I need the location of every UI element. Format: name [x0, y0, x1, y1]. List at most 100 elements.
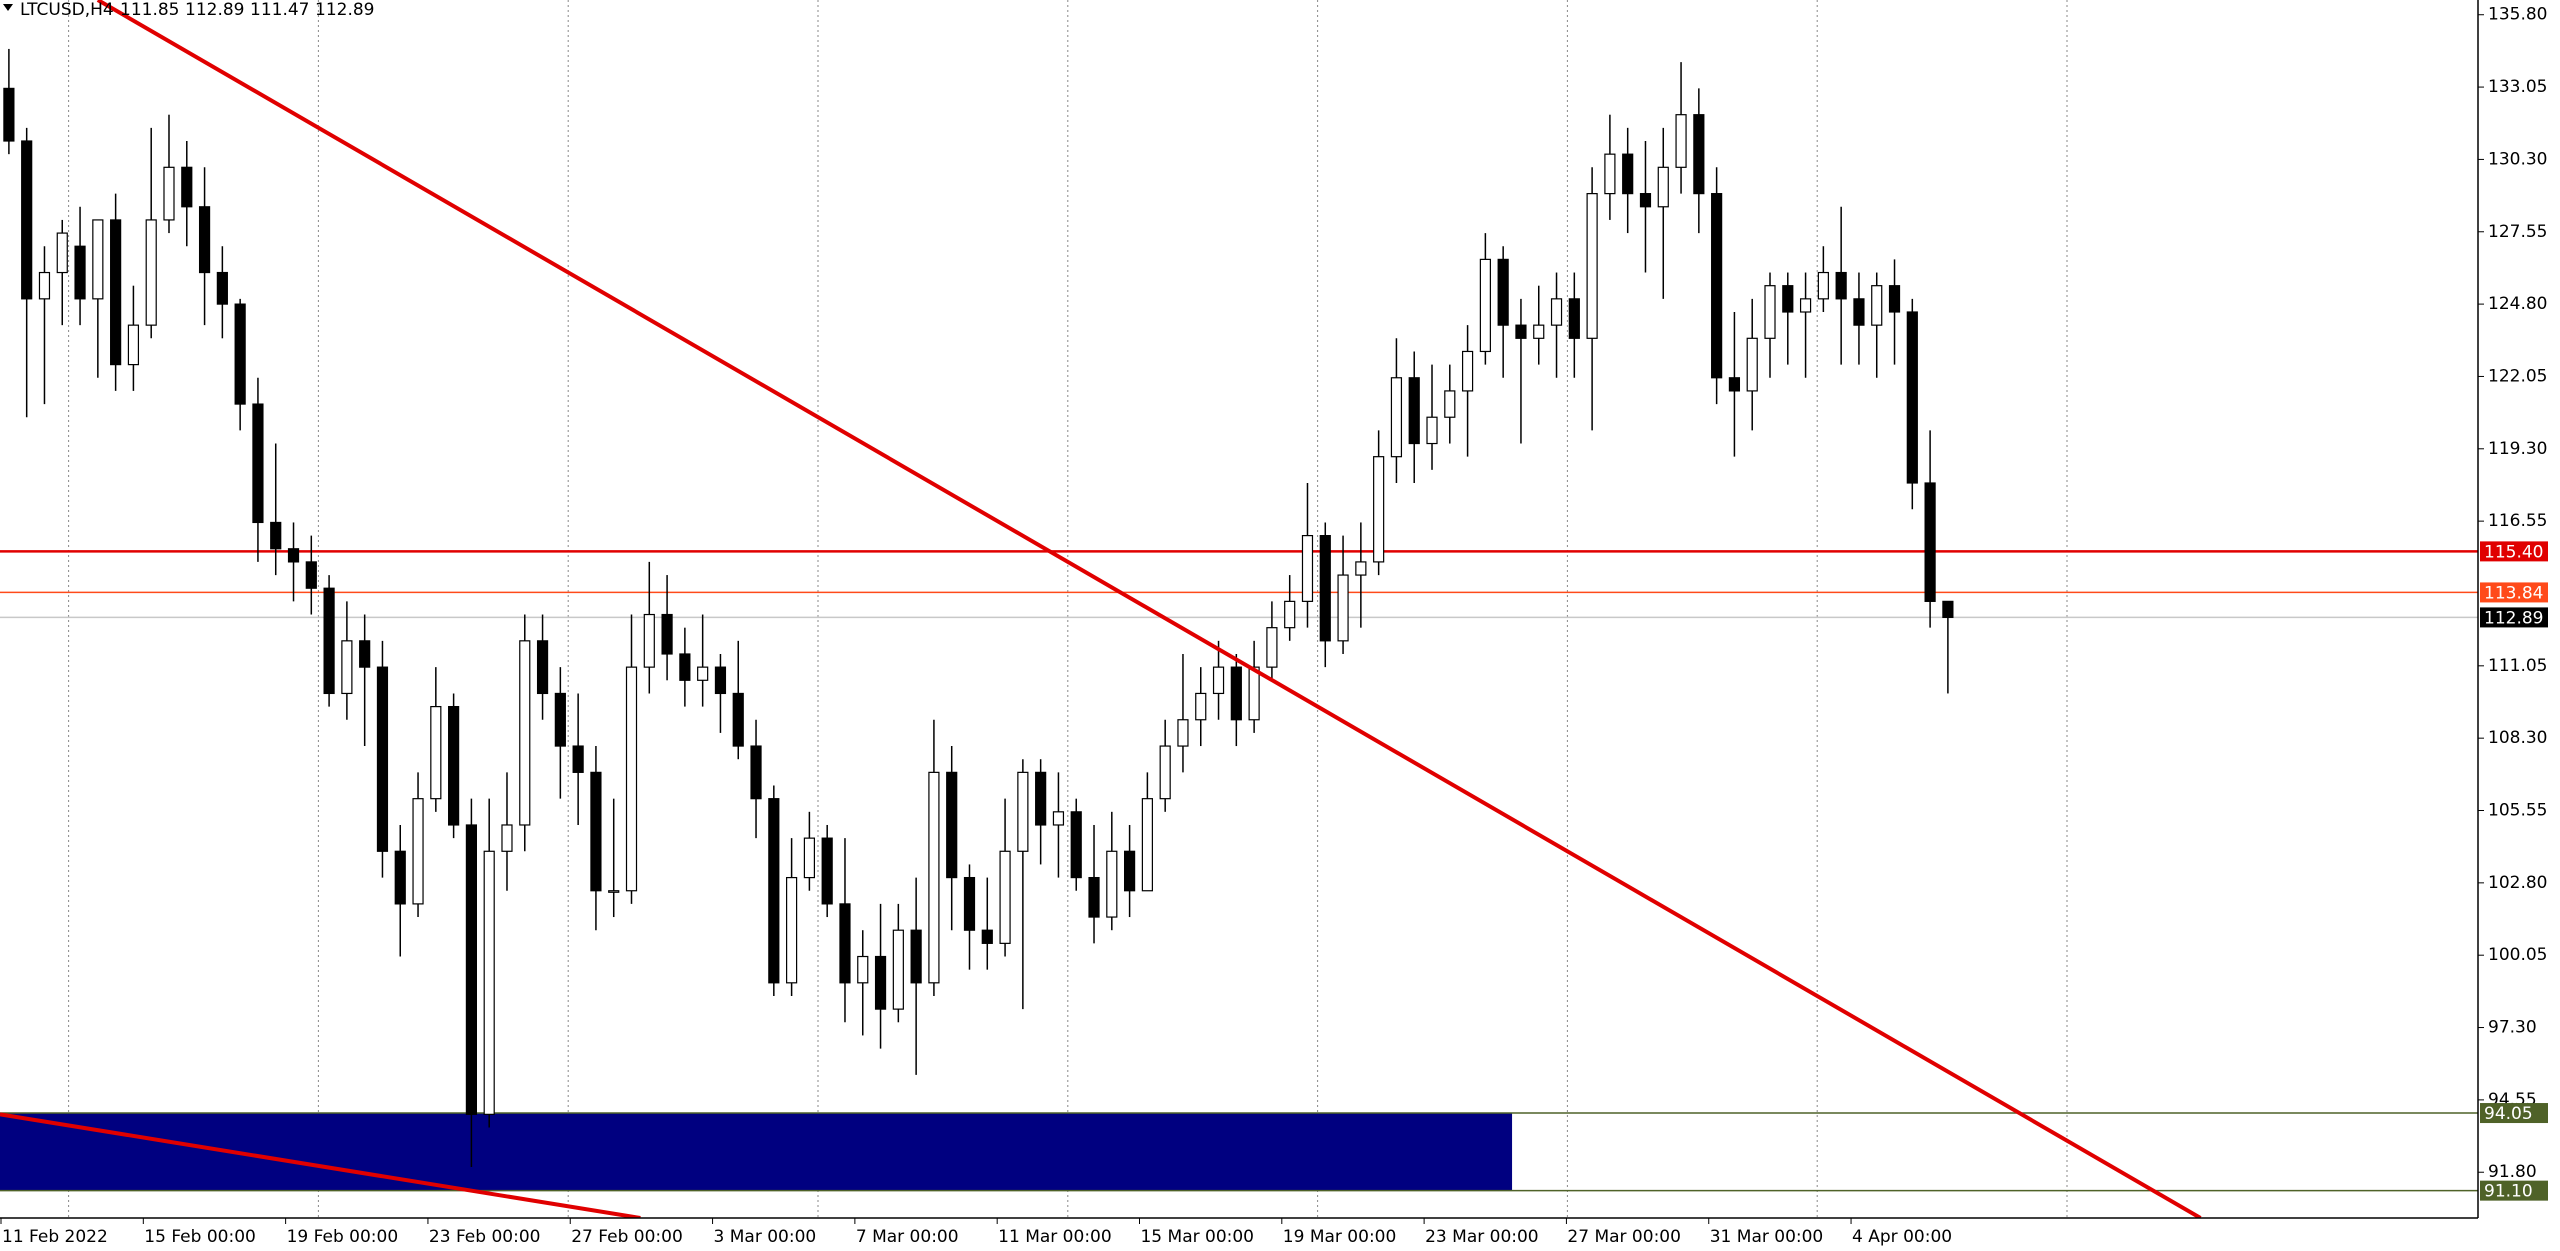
candle-body — [1586, 193, 1598, 339]
candle-body — [874, 955, 887, 1010]
candle-body — [1248, 666, 1260, 721]
candle-body — [270, 521, 282, 550]
candle-body — [501, 824, 513, 852]
candle-body — [252, 403, 264, 524]
candle-body — [1764, 285, 1776, 339]
candle-body — [1568, 298, 1580, 339]
price-tag-label: 91.10 — [2484, 1182, 2533, 1202]
candle-body — [1550, 298, 1563, 326]
x-tick-label: 23 Feb 00:00 — [429, 1227, 541, 1247]
candle-body — [1337, 574, 1349, 642]
candle-body — [1782, 285, 1794, 313]
candle-body — [1604, 153, 1616, 195]
candle-body — [92, 219, 104, 300]
candle-body — [590, 771, 602, 892]
candle-body — [857, 955, 869, 984]
candle-body — [803, 837, 815, 879]
candle-body — [465, 824, 478, 1115]
price-tag — [2480, 582, 2548, 603]
candle-body — [56, 232, 68, 274]
candle-body — [1373, 456, 1385, 563]
candle-body — [1853, 298, 1865, 326]
candle-body — [1230, 666, 1242, 721]
candle-body — [1088, 876, 1100, 918]
candle-body — [1301, 535, 1314, 602]
candle-body — [1711, 193, 1723, 379]
candle-body — [554, 692, 566, 747]
candle-body — [1888, 285, 1901, 313]
candle-body — [981, 929, 993, 944]
x-tick-label: 7 Mar 00:00 — [856, 1227, 959, 1247]
price-tag-label: 112.89 — [2484, 608, 2543, 628]
x-tick-label: 15 Feb 00:00 — [144, 1227, 256, 1247]
y-tick-label: 130.30 — [2488, 149, 2547, 169]
plot-area — [0, 0, 2478, 1218]
candle-body — [1319, 535, 1331, 642]
candle-body — [1123, 850, 1136, 892]
candle-body — [198, 206, 211, 274]
candle-body — [1675, 114, 1687, 168]
price-tag-label: 115.40 — [2484, 542, 2543, 562]
candle-body — [661, 613, 673, 655]
candle-body — [234, 303, 246, 405]
candle-body — [1871, 285, 1883, 326]
candle-body — [1212, 666, 1225, 695]
candle-body — [1177, 719, 1189, 747]
price-tag — [2480, 1103, 2548, 1124]
candle-body — [1639, 193, 1652, 208]
candle-body — [1497, 258, 1509, 326]
price-tag — [2480, 541, 2548, 562]
candle-body — [1355, 561, 1367, 576]
candle-body — [1479, 258, 1491, 353]
candle-body — [430, 705, 442, 800]
candle-body — [341, 640, 353, 695]
y-tick-label: 116.55 — [2488, 511, 2547, 531]
x-tick-label: 11 Mar 00:00 — [998, 1227, 1112, 1247]
candle-body — [483, 850, 495, 1115]
price-tag-label: 94.05 — [2484, 1104, 2533, 1124]
candle-body — [21, 140, 33, 300]
y-tick-label: 119.30 — [2488, 439, 2547, 459]
candle-body — [1657, 166, 1669, 208]
y-tick-label: 100.05 — [2488, 945, 2547, 965]
candle-body — [910, 929, 922, 984]
candle-body — [1444, 390, 1456, 418]
ohlc-open: 111.85 — [120, 0, 179, 20]
candle-body — [1693, 114, 1705, 195]
candle-body — [732, 692, 744, 747]
candle-body — [892, 929, 904, 1010]
candle-body — [536, 640, 549, 695]
candle-body — [821, 837, 833, 905]
candle-body — [963, 876, 976, 931]
trendline — [96, 0, 2202, 1218]
candle-body — [127, 324, 140, 366]
x-tick-label: 11 Feb 2022 — [2, 1227, 108, 1247]
candle-body — [608, 890, 620, 893]
candle-body — [376, 666, 389, 852]
y-tick-label: 127.55 — [2488, 222, 2547, 242]
candle-body — [1515, 324, 1527, 339]
candle-body — [412, 798, 424, 905]
candle-body — [946, 771, 958, 879]
candle-body — [110, 219, 122, 366]
candle-body — [1746, 337, 1758, 392]
y-tick-label: 111.05 — [2488, 656, 2547, 676]
candle-body — [1728, 377, 1741, 392]
x-tick-label: 4 Apr 00:00 — [1852, 1227, 1952, 1247]
candle-body — [1906, 311, 1918, 484]
price-tag — [2480, 607, 2548, 628]
candle-body — [750, 745, 762, 800]
symbol: LTCUSD,H4 — [20, 0, 114, 20]
candle-body — [38, 271, 51, 300]
candle-body — [74, 245, 86, 300]
x-tick-label: 19 Mar 00:00 — [1283, 1227, 1397, 1247]
y-tick-label: 133.05 — [2488, 77, 2547, 97]
x-tick-label: 15 Mar 00:00 — [1140, 1227, 1254, 1247]
y-tick-label: 102.80 — [2488, 873, 2547, 893]
candle-body — [1924, 482, 1936, 602]
collapse-arrow[interactable] — [3, 4, 13, 11]
candle-body — [625, 666, 638, 892]
candle-body — [1195, 692, 1207, 721]
